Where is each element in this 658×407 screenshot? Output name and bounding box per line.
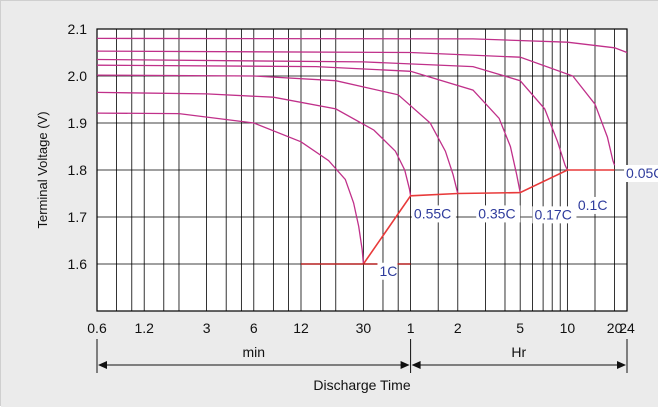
series-label-box <box>575 196 612 214</box>
y-tick-label: 1.7 <box>68 209 88 225</box>
series-label-box <box>411 205 456 223</box>
x-tick-label: 2 <box>454 320 462 336</box>
unit-arrow-head <box>400 361 410 369</box>
series-label: 0.17C <box>534 206 571 222</box>
x-tick-label: 6 <box>250 320 258 336</box>
series-line <box>96 74 459 194</box>
unit-arrow-head <box>617 361 626 369</box>
x-tick-label: 5 <box>516 320 524 336</box>
x-tick-label: 10 <box>560 320 576 336</box>
unit-arrow-head <box>411 361 421 369</box>
unit-label: Hr <box>511 344 526 360</box>
x-tick-label: 12 <box>293 320 309 336</box>
x-tick-label: 30 <box>356 320 372 336</box>
x-axis-label: Discharge Time <box>313 377 410 393</box>
x-tick-label: 24 <box>619 320 635 336</box>
unit-label: min <box>243 344 266 360</box>
series-line <box>96 112 365 265</box>
unit-arrow-head <box>98 361 107 369</box>
series-label: 0.55C <box>414 205 451 221</box>
series-line <box>96 37 628 54</box>
y-tick-label: 1.9 <box>68 115 88 131</box>
x-tick-label: 0.6 <box>87 320 107 336</box>
series-label-box <box>624 164 658 182</box>
series-label-box <box>532 206 577 224</box>
x-tick-label: 3 <box>203 320 211 336</box>
series-label: 0.1C <box>578 197 608 213</box>
y-tick-label: 2.1 <box>68 21 88 37</box>
y-tick-label: 2.0 <box>68 68 88 84</box>
y-tick-label: 1.8 <box>68 162 88 178</box>
series-label: 0.05C <box>626 165 658 181</box>
series-line <box>96 91 412 196</box>
x-tick-label: 1.2 <box>134 320 154 336</box>
series-label: 1C <box>379 263 397 279</box>
endpoint-line <box>362 169 615 265</box>
x-tick-label: 20 <box>607 320 623 336</box>
series-line <box>96 64 521 193</box>
series-line <box>96 50 616 166</box>
series-line <box>96 58 568 171</box>
series-label-box <box>377 262 398 280</box>
y-tick-label: 1.6 <box>68 256 88 272</box>
x-tick-label: 1 <box>407 320 415 336</box>
series-label-box <box>476 205 521 223</box>
y-axis-label: Terminal Voltage (V) <box>35 111 50 228</box>
series-label: 0.35C <box>478 205 515 221</box>
